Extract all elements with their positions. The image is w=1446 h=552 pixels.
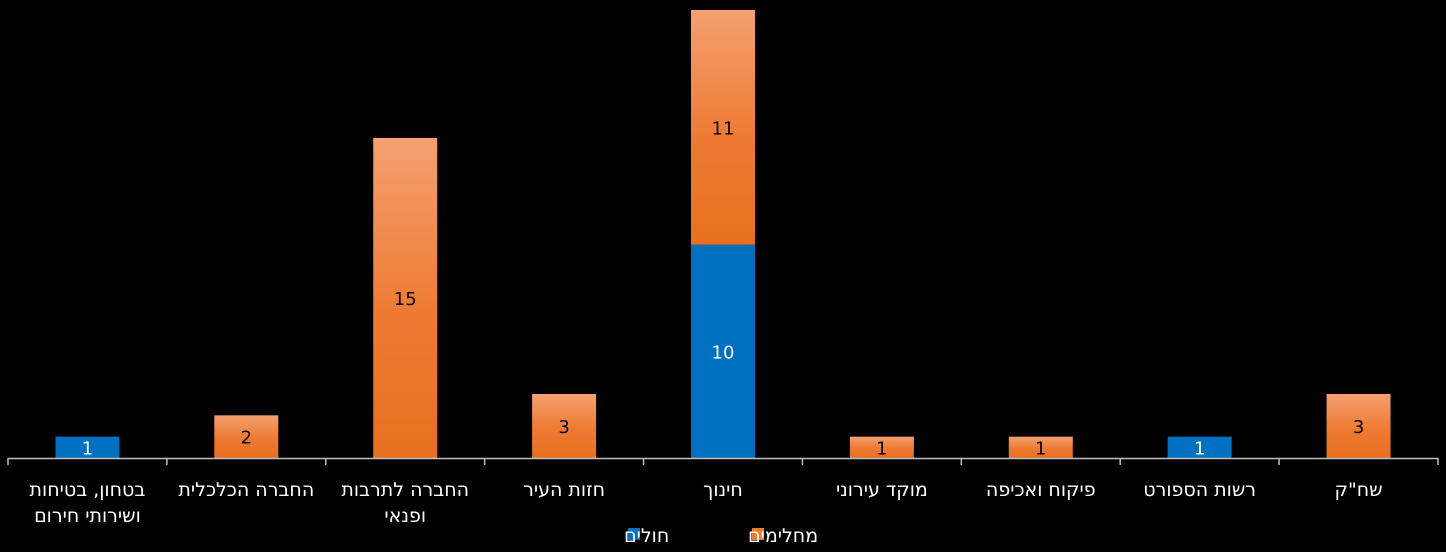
category-labels: בטחון, בטיחות ושירותי חירום החברה הכלכלית ה… — [30, 479, 1383, 527]
category-label-4: חינוך — [703, 479, 743, 501]
data-label-sick-7: 1 — [1194, 438, 1205, 459]
data-label-recovered-1: 2 — [241, 428, 252, 449]
category-label-3: חזות העיר — [523, 479, 605, 501]
data-label-recovered-6: 1 — [1035, 438, 1046, 459]
bar-sick-7 — [1167, 436, 1232, 458]
bar-recovered-1 — [214, 415, 279, 458]
bar-recovered-2 — [373, 138, 438, 458]
bar-recovered-8 — [1326, 394, 1391, 458]
data-label-recovered-5: 1 — [876, 438, 887, 459]
data-label-recovered-2: 15 — [394, 289, 417, 310]
category-label-5: מוקד עירוני — [836, 479, 928, 501]
data-label-recovered-4: 11 — [712, 118, 735, 139]
category-label-0: בטחון, בטיחות ושירותי חירום — [30, 479, 146, 527]
bar-recovered-4 — [691, 10, 755, 245]
legend-swatch-sick — [628, 528, 640, 540]
data-label-recovered-8: 3 — [1353, 417, 1364, 438]
bar-recovered-3 — [532, 394, 597, 458]
category-label-7: רשות הספורט — [1143, 479, 1256, 501]
data-label-sick-0: 1 — [82, 438, 93, 459]
category-label-6: פיקוח ואכיפה — [986, 479, 1096, 501]
legend-label-recovered: מחלימים — [748, 525, 818, 547]
legend: חולים מחלימים — [624, 525, 818, 547]
category-label-8: שח"ק — [1335, 479, 1383, 501]
bar-recovered-6 — [1008, 436, 1073, 458]
legend-label-sick: חולים — [624, 525, 669, 547]
x-axis — [7, 457, 1439, 465]
category-label-1: החברה הכלכלית — [178, 479, 314, 501]
legend-swatch-recovered — [752, 528, 764, 540]
category-label-2: החברה לתרבות ופנאי — [341, 479, 469, 527]
data-label-sick-4: 10 — [712, 342, 735, 363]
data-label-recovered-3: 3 — [558, 417, 569, 438]
bar-sick-0 — [55, 436, 120, 458]
bar-sick-4 — [691, 244, 755, 458]
bar-recovered-5 — [849, 436, 914, 458]
